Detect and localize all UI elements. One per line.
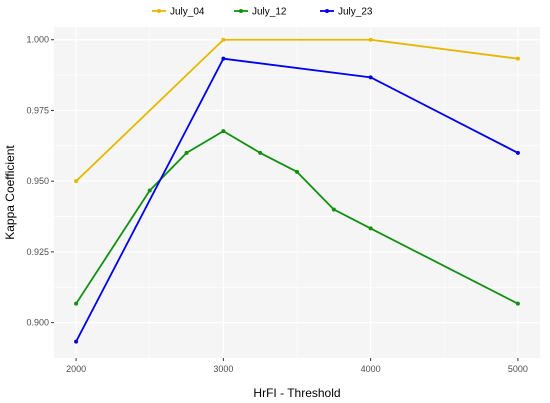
legend-item-July_04: July_04 (152, 7, 205, 18)
legend-key-point (239, 9, 243, 13)
y-tick-label: 0.975 (26, 105, 49, 115)
data-point (74, 339, 79, 344)
y-tick-label: 0.950 (26, 176, 49, 186)
data-point (221, 56, 226, 61)
data-point (515, 150, 520, 155)
legend: July_04 July_12 July_23 (152, 7, 373, 18)
data-point (368, 226, 373, 231)
data-point (515, 56, 520, 61)
data-point (258, 150, 263, 155)
legend-item-July_12: July_12 (234, 7, 287, 18)
legend-label: July_04 (170, 7, 205, 18)
data-point (147, 188, 152, 193)
y-tick-label: 0.900 (26, 318, 49, 328)
x-tick-label: 5000 (508, 364, 528, 374)
data-point (74, 179, 79, 184)
data-point (74, 301, 79, 306)
axes: 2000 3000 4000 5000 0.900 0.925 0.950 0.975 1.00… (26, 35, 527, 374)
series-layer (74, 37, 520, 344)
y-tick-label: 0.925 (26, 247, 49, 257)
data-point (221, 37, 226, 42)
data-point (515, 301, 520, 306)
data-point (368, 75, 373, 80)
x-axis-title: HrFI - Threshold (253, 386, 340, 400)
series-July_23 (74, 56, 520, 344)
data-point (295, 169, 299, 174)
x-tick-label: 2000 (66, 364, 86, 374)
data-point (331, 207, 336, 212)
series-July_04 (74, 37, 520, 184)
series-line (75, 57, 519, 343)
y-tick-label: 1.000 (26, 35, 49, 45)
y-axis-title: Kappa Coefficient (3, 145, 17, 240)
legend-key-point (157, 9, 161, 13)
data-point (221, 129, 226, 134)
legend-label: July_12 (252, 7, 287, 18)
legend-key-point (325, 9, 329, 13)
x-tick-label: 4000 (361, 364, 381, 374)
legend-label: July_23 (338, 7, 373, 18)
data-point (184, 150, 189, 155)
x-tick-label: 3000 (213, 364, 233, 374)
series-line (75, 38, 519, 182)
data-point (368, 37, 373, 42)
legend-item-July_23: July_23 (320, 7, 373, 18)
